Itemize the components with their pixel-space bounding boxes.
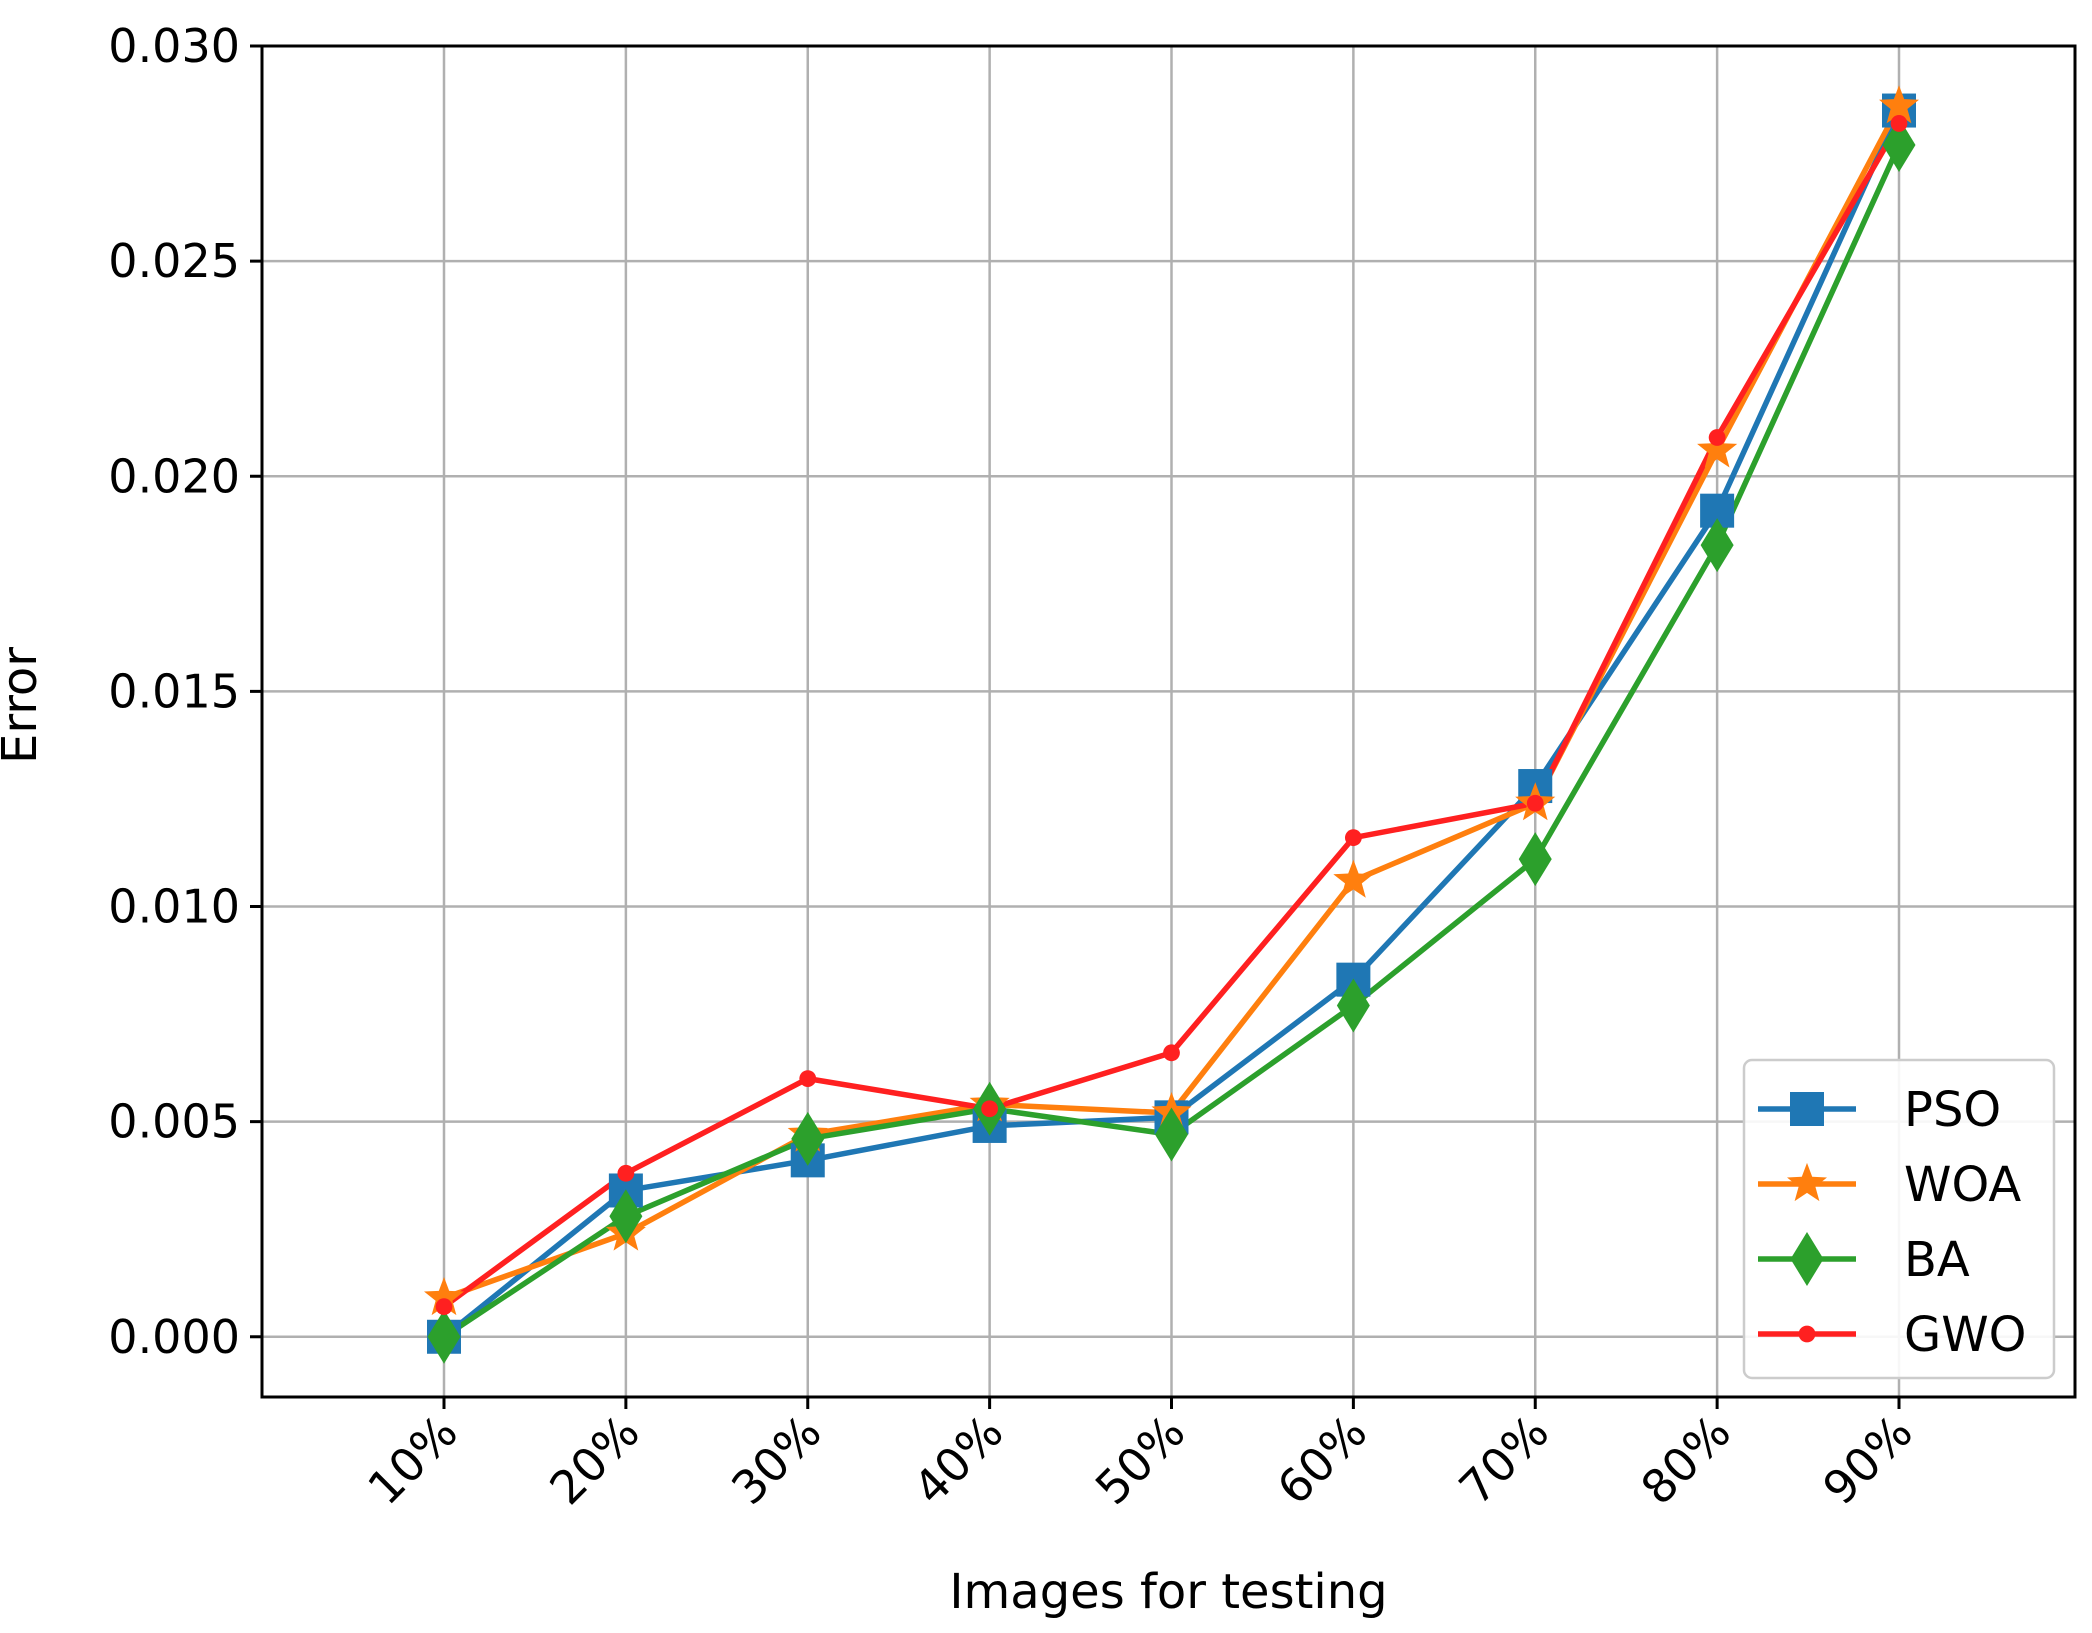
- data-point: [1890, 115, 1908, 132]
- legend-item-ba: BA: [1758, 1232, 1970, 1288]
- data-point: [1697, 429, 1738, 468]
- x-axis-title: Images for testing: [949, 1564, 1387, 1620]
- x-tick-label: 70%: [1449, 1405, 1559, 1515]
- legend-box: [1742, 1058, 2056, 1380]
- x-tick-label: 60%: [1267, 1405, 1377, 1515]
- data-point: [1700, 518, 1734, 573]
- legend-label: GWO: [1904, 1307, 2026, 1363]
- data-point: [1708, 429, 1726, 446]
- legend-label: BA: [1904, 1232, 1970, 1288]
- y-tick-label: 0.015: [108, 664, 240, 718]
- series-markers-ba: [427, 117, 1916, 1364]
- legend-label: WOA: [1904, 1157, 2021, 1213]
- legend-label: PSO: [1904, 1082, 2001, 1138]
- grid-lines: [262, 44, 2075, 1397]
- x-axis-ticks: 10% 20% 30% 40% 50% 60% 70% 80% 90%: [357, 1397, 1923, 1515]
- x-tick-label: 80%: [1630, 1405, 1740, 1515]
- y-axis-ticks: 0.000 0.005 0.010 0.015 0.020 0.025 0.030: [108, 19, 262, 1364]
- data-point: [435, 1298, 453, 1316]
- data-point: [1790, 1232, 1824, 1286]
- legend-item-woa: WOA: [1758, 1157, 2021, 1213]
- data-point: [424, 1277, 464, 1316]
- y-tick-label: 0.000: [108, 1310, 240, 1364]
- legend-item-gwo: GWO: [1758, 1307, 2026, 1363]
- y-tick-label: 0.030: [108, 19, 240, 73]
- x-tick-label: 30%: [721, 1405, 831, 1515]
- series-markers: [424, 85, 1919, 1364]
- data-point: [981, 1100, 999, 1118]
- data-point: [427, 1309, 461, 1364]
- data-point: [1787, 1162, 1827, 1202]
- x-tick-label: 40%: [903, 1405, 1013, 1515]
- x-tick-label: 50%: [1085, 1405, 1195, 1515]
- data-point: [1163, 1044, 1180, 1062]
- x-tick-label: 10%: [357, 1405, 467, 1515]
- data-point: [1790, 1092, 1824, 1126]
- plot-frame: [260, 44, 2077, 1399]
- y-tick-label: 0.005: [108, 1095, 240, 1149]
- y-tick-label: 0.025: [108, 234, 240, 288]
- data-point: [1526, 794, 1544, 812]
- data-point: [1155, 1107, 1188, 1162]
- y-tick-label: 0.020: [108, 449, 240, 503]
- data-point: [791, 1111, 825, 1166]
- x-tick-label: 20%: [539, 1405, 649, 1515]
- data-point: [799, 1070, 817, 1088]
- data-point: [1882, 117, 1916, 172]
- data-point: [1879, 85, 1919, 124]
- legend: PSO WOA BA GWO: [1742, 1058, 2056, 1380]
- y-axis-title: Error: [0, 647, 48, 764]
- y-tick-label: 0.010: [108, 880, 240, 934]
- data-point: [617, 1164, 635, 1182]
- data-point: [1344, 829, 1362, 847]
- series-markers-gwo: [435, 115, 1908, 1316]
- data-point: [1518, 832, 1552, 887]
- data-point: [1336, 978, 1370, 1033]
- data-point: [1798, 1325, 1816, 1343]
- legend-item-pso: PSO: [1758, 1082, 2001, 1138]
- data-point: [609, 1189, 643, 1244]
- x-tick-label: 90%: [1812, 1405, 1922, 1515]
- data-point: [1333, 859, 1374, 898]
